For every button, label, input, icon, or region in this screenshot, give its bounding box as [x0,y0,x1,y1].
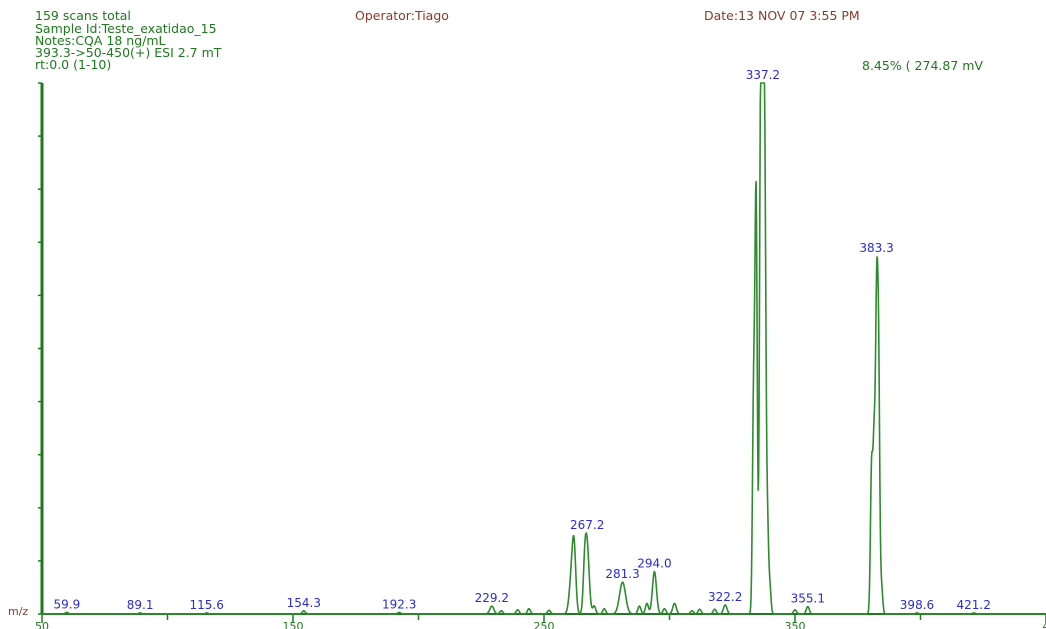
peak-label: 267.2 [570,518,604,532]
retention-time: rt:0.0 (1-10) [35,57,112,72]
base-peak-intensity: 8.45% ( 274.87 mV [862,58,983,73]
peak-label: 355.1 [791,592,825,606]
peak-label: 421.2 [957,598,991,612]
x-tick-label: 4 [1043,620,1046,629]
peak-label: 337.2 [746,68,780,82]
peak-labels: 59.9 89.1 115.6 154.3 192.3 229.2 267.2 281.329… [53,68,990,612]
x-tick-label: 350 [785,620,806,629]
peak-label: 229.2 [475,591,509,605]
chart-axes: 50 150 250 350 4 m/z [8,82,1046,629]
scans-total: 159 scans total [35,8,131,23]
peak-label: 383.3 [859,241,893,255]
x-axis-label: m/z [8,605,28,618]
spectrum-line [41,82,1046,615]
x-tick-label: 250 [534,620,555,629]
peak-label: 398.6 [900,598,934,612]
notes: Notes:CQA 18 ng/mL [35,33,166,48]
peak-label: 89.1 [127,598,154,612]
peak-label: 192.3 [382,597,416,611]
spectrum-trace [41,82,1046,615]
scan-info: 393.3->50-450(+) ESI 2.7 mT [35,45,222,60]
operator: Operator:Tiago [355,8,449,23]
peak-label: 59.9 [53,597,80,611]
sample-id: Sample Id:Teste_exatidao_15 [35,21,217,36]
x-tick-label: 150 [283,620,304,629]
acquisition-date: Date:13 NOV 07 3:55 PM [704,8,860,23]
peak-label: 115.6 [189,598,223,612]
peak-label: 154.3 [287,596,321,610]
peak-label: 322.2 [708,590,742,604]
x-tick-label: 50 [35,620,49,629]
peak-label: 281.3 [605,567,639,581]
peak-label: 294.0 [637,557,671,571]
